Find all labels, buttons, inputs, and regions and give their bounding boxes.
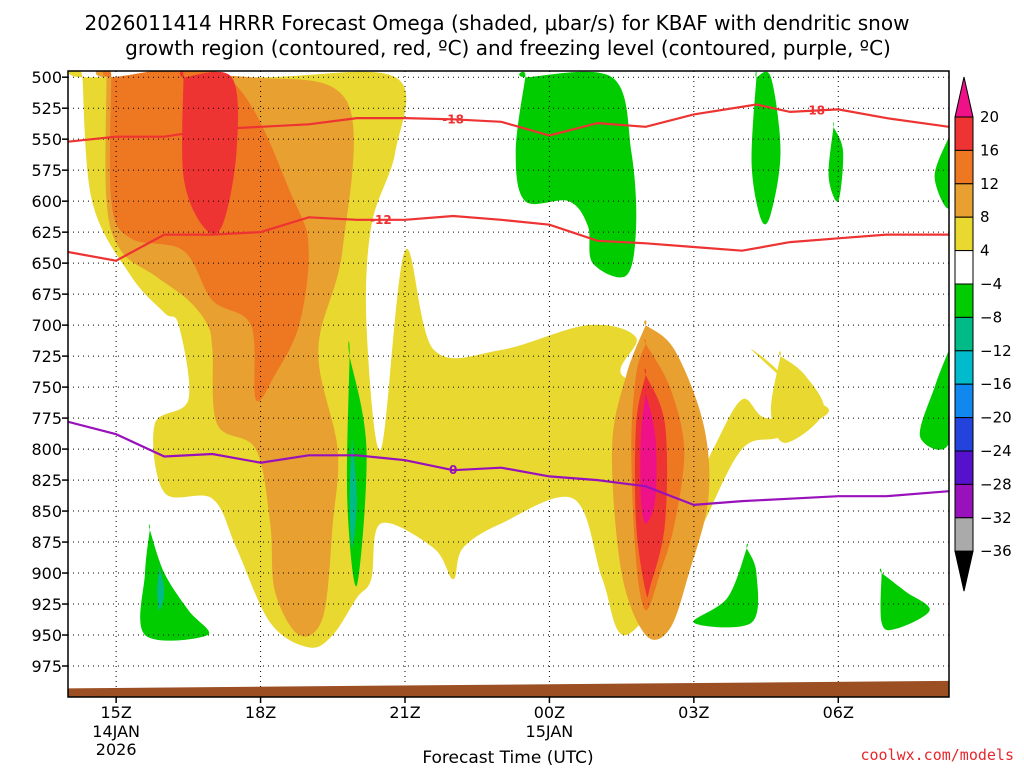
x-tick-label-5: 06Z	[823, 703, 854, 722]
colorbar-label-6: −8	[980, 308, 1002, 326]
y-tick-label-13: 825	[31, 471, 62, 490]
colorbar-box-5	[954, 250, 974, 285]
colorbar-label-12: −32	[980, 509, 1012, 527]
omega-region-13	[693, 543, 759, 628]
contour-label--12-0: -12	[370, 213, 392, 227]
colorbar-box-13	[954, 517, 974, 552]
y-tick-label-10: 750	[31, 378, 62, 397]
colorbar-box-10	[954, 417, 974, 452]
y-tick-label-6: 650	[31, 254, 62, 273]
x-tick-label-2: 21Z	[389, 703, 420, 722]
credit-text: coolwx.com/models	[860, 746, 1014, 764]
y-tick-label-11: 775	[31, 409, 62, 428]
y-tick-label-1: 525	[31, 99, 62, 118]
y-tick-label-9: 725	[31, 347, 62, 366]
colorbar-label-11: −28	[980, 475, 1012, 493]
y-tick-label-7: 675	[31, 285, 62, 304]
colorbar-label-10: −24	[980, 442, 1012, 460]
colorbar: 20 16 12 8 4 −4 −8 −12 −16 −20 −24 −28 −32 −36	[954, 76, 1012, 592]
colorbar-label-2: 12	[980, 175, 999, 193]
omega-region-12	[140, 524, 210, 641]
contour--12	[68, 214, 949, 262]
gridlines	[68, 71, 949, 697]
y-tick-label-5: 625	[31, 223, 62, 242]
x-tick-label-0: 15Z	[100, 703, 131, 722]
colorbar-label-7: −12	[980, 342, 1012, 360]
terrain-fill	[68, 680, 949, 697]
colorbar-box-1	[954, 116, 974, 151]
y-tick-label-17: 925	[31, 595, 62, 614]
colorbar-box-7	[954, 316, 974, 352]
colorbar-box-4	[954, 216, 974, 252]
x-tick-label-3: 00Z	[534, 703, 565, 722]
y-tick-label-16: 900	[31, 564, 62, 583]
colorbar-label-0: 20	[980, 108, 999, 126]
omega-region-14	[879, 568, 930, 631]
contour-label--18-0: -18	[442, 112, 464, 126]
omega-region-18	[157, 563, 165, 611]
x-tick-date-0: 14JAN	[92, 722, 140, 741]
omega-region-2	[102, 71, 309, 402]
temperature-contours: -18 -18 -12 0	[68, 103, 949, 507]
colorbar-box-9	[954, 383, 974, 419]
y-tick-label-8: 700	[31, 316, 62, 335]
colorbar-box-3	[954, 183, 974, 218]
terrain-surface	[68, 680, 949, 697]
chart-title-line2: growth region (contoured, red, ºC) and f…	[125, 36, 891, 60]
colorbar-bottom-arrow	[954, 550, 974, 592]
y-tick-label-15: 875	[31, 533, 62, 552]
colorbar-label-1: 16	[980, 141, 999, 159]
y-tick-label-2: 550	[31, 130, 62, 149]
colorbar-label-5: −4	[980, 275, 1002, 293]
x-tick-year-0: 2026	[96, 740, 137, 759]
omega-region-3	[179, 71, 239, 234]
colorbar-box-8	[954, 350, 974, 385]
y-tick-label-3: 575	[31, 161, 62, 180]
y-axis: 500 525 550 575 600 625 650 675 700 725 750 775 800 8…	[31, 68, 68, 676]
colorbar-label-8: −16	[980, 375, 1012, 393]
chart-title-line1: 2026011414 HRRR Forecast Omega (shaded, …	[85, 11, 910, 35]
omega-region-17	[349, 428, 357, 549]
y-tick-label-4: 600	[31, 192, 62, 211]
omega-region-16	[934, 136, 949, 209]
contour-freezing	[68, 420, 949, 507]
colorbar-box-11	[954, 450, 974, 485]
x-tick-label-4: 03Z	[678, 703, 709, 722]
y-tick-label-14: 850	[31, 502, 62, 521]
y-tick-label-12: 800	[31, 440, 62, 459]
omega-region-10	[828, 122, 844, 202]
colorbar-label-9: −20	[980, 409, 1012, 427]
y-tick-label-0: 500	[31, 68, 62, 87]
colorbar-box-12	[954, 483, 974, 519]
y-tick-label-19: 975	[31, 657, 62, 676]
omega-region-19	[770, 351, 825, 443]
contour--18	[68, 103, 949, 143]
y-tick-label-18: 950	[31, 626, 62, 645]
omega-shading	[69, 71, 949, 648]
colorbar-label-13: −36	[980, 542, 1012, 560]
colorbar-label-4: 4	[980, 242, 990, 260]
omega-region-9	[751, 71, 781, 225]
colorbar-top-arrow	[954, 76, 974, 118]
colorbar-box-2	[954, 149, 974, 185]
x-axis-label: Forecast Time (UTC)	[422, 748, 593, 768]
plot-frame	[67, 70, 950, 698]
contour-label--18-1: -18	[803, 104, 825, 118]
omega-region-15	[919, 349, 949, 450]
colorbar-label-3: 8	[980, 208, 990, 226]
colorbar-box-6	[954, 283, 974, 318]
x-tick-date-3: 15JAN	[526, 722, 574, 741]
x-tick-label-1: 18Z	[245, 703, 276, 722]
contour-label-freezing-0: 0	[449, 463, 457, 477]
